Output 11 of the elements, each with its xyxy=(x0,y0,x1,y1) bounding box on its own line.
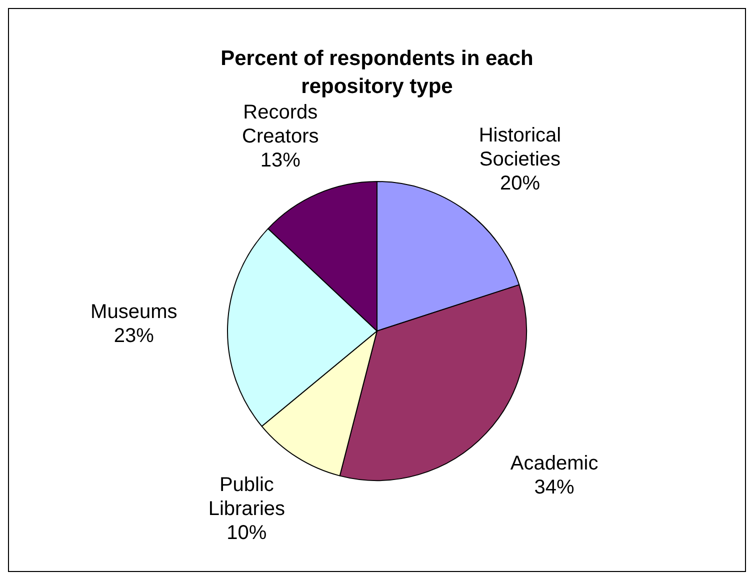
slice-label: Museums xyxy=(90,300,178,323)
data-label: 34% xyxy=(534,476,575,498)
data-label: 10% xyxy=(226,522,267,544)
slice-label: Historical Societies xyxy=(478,124,562,170)
slice-label: Public Libraries xyxy=(208,474,286,520)
slice-label: Academic xyxy=(510,452,598,474)
data-label: 20% xyxy=(500,172,540,194)
chart-title: Percent of respondents in each repository type xyxy=(220,46,534,100)
data-label: 13% xyxy=(260,149,301,172)
slice-label: Records Creators xyxy=(242,101,319,148)
data-label: 23% xyxy=(114,324,154,347)
